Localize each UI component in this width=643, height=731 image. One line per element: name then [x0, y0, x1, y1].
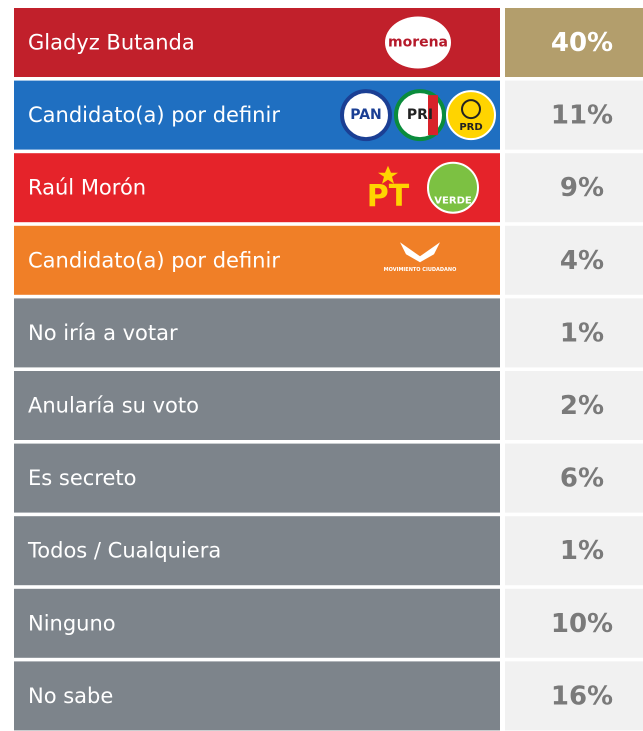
label-cell	[14, 298, 500, 368]
row-label: Todos / Cualquiera	[27, 539, 221, 563]
value-cell	[505, 371, 643, 440]
label-cell	[14, 661, 500, 731]
label-cell	[14, 371, 500, 440]
value-cell	[505, 8, 643, 77]
logo-text: PT	[367, 179, 410, 214]
row-value: 1%	[560, 318, 604, 348]
logo-badge	[446, 90, 496, 141]
label-cell	[14, 516, 500, 586]
logo-badge	[427, 161, 479, 214]
logo-text: PAN	[350, 107, 382, 123]
row-label: Es secreto	[28, 466, 136, 490]
label-cell	[14, 588, 500, 658]
row-label: No sabe	[28, 684, 113, 708]
row-value: 1%	[560, 536, 604, 566]
value-cell	[505, 298, 643, 368]
row-value: 6%	[560, 464, 604, 494]
row-value: 16%	[551, 681, 613, 711]
row-value: 4%	[560, 246, 604, 276]
value-cell	[505, 80, 643, 150]
value-cell	[505, 225, 643, 295]
label-cell	[14, 443, 500, 513]
logo-badge	[385, 16, 451, 69]
value-cell	[505, 661, 643, 731]
logo-stripe	[428, 95, 438, 136]
row-value: 9%	[560, 173, 604, 203]
label-cell	[14, 153, 500, 223]
row-label: Candidato(a) por definir	[28, 248, 280, 272]
logo-eagle	[400, 242, 440, 263]
logo-text: PRI	[407, 107, 433, 123]
logo-star	[378, 165, 398, 184]
row-value: 11%	[551, 101, 613, 131]
value-cell	[505, 516, 643, 586]
logo-text: morena	[388, 35, 448, 51]
row-value: 2%	[560, 391, 604, 421]
row-label: Raúl Morón	[28, 176, 146, 200]
logo-text: MOVIMIENTO CIUDADANO	[384, 267, 457, 273]
row-value: 40%	[551, 28, 613, 58]
row-label: Anularía su voto	[28, 394, 199, 418]
value-cell	[505, 588, 643, 658]
logo-text: VERDE	[434, 196, 472, 207]
value-cell	[505, 443, 643, 513]
row-label: Ninguno	[28, 611, 116, 635]
logo-text: PRD	[459, 122, 482, 133]
logo-sun	[461, 99, 481, 120]
value-cell	[505, 153, 643, 223]
logo-badge	[340, 89, 392, 142]
row-label: No iría a votar	[28, 321, 178, 345]
row-value: 10%	[551, 609, 613, 639]
row-label: Gladyz Butanda	[28, 31, 195, 55]
row-label: Candidato(a) por definir	[28, 103, 280, 127]
